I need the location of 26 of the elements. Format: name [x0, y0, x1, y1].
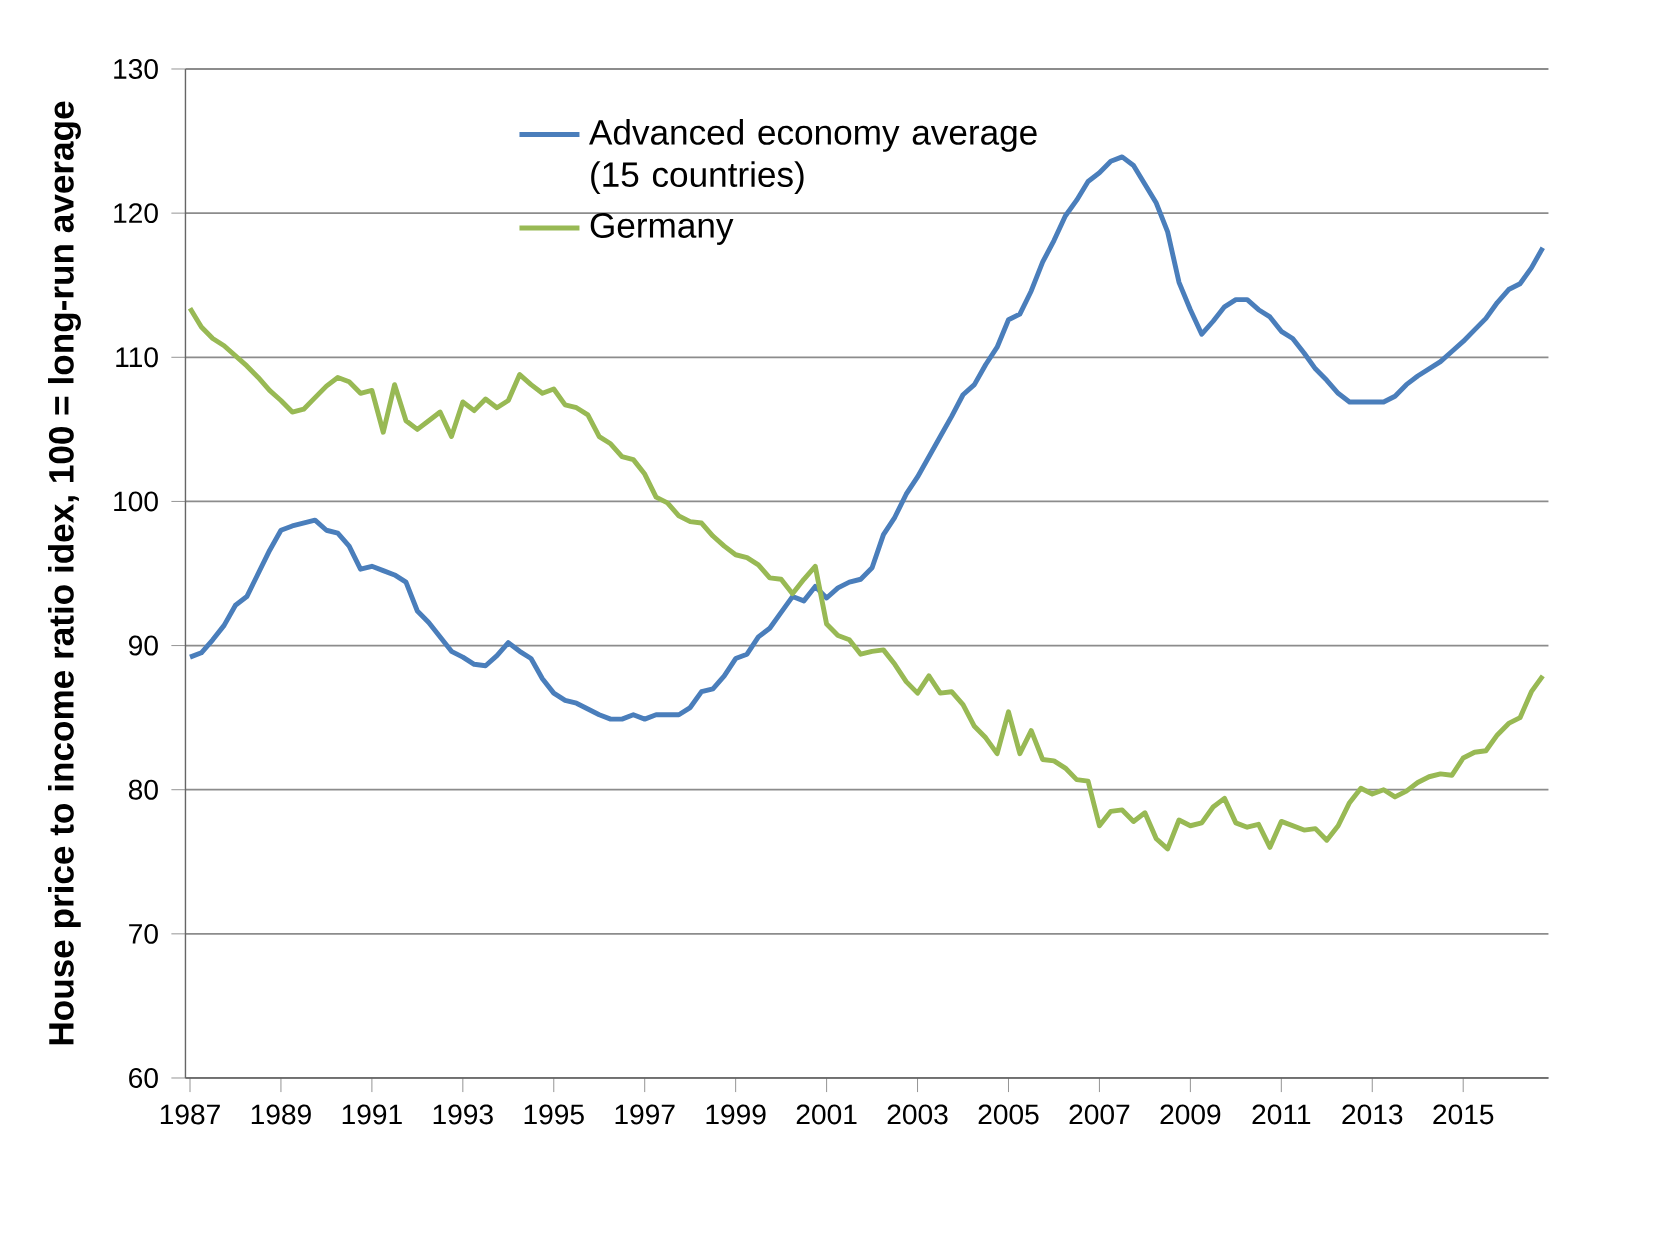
x-tick-label: 1989 — [251, 1104, 311, 1125]
x-tick-label: 1993 — [433, 1104, 493, 1125]
y-tick-label: 80 — [128, 779, 158, 800]
x-tick-label: 2013 — [1342, 1104, 1403, 1125]
x-tick-label: 2015 — [1433, 1104, 1494, 1125]
y-axis-title: House price to income ratio idex, 100 = long-run average — [48, 101, 81, 1045]
x-tick-label: 1991 — [342, 1104, 402, 1125]
x-tick-label: 1999 — [706, 1104, 766, 1125]
y-tick-label: 130 — [114, 59, 158, 79]
x-tick-label: 2005 — [978, 1104, 1039, 1125]
y-tick-label: 90 — [129, 635, 158, 656]
x-tick-label: 2001 — [796, 1104, 857, 1125]
x-tick-label: 2007 — [1069, 1104, 1130, 1125]
y-tick-label: 120 — [114, 203, 158, 224]
legend-label: Germany — [590, 213, 734, 245]
y-tick-label: 100 — [114, 491, 158, 512]
x-tick-label: 1997 — [615, 1104, 675, 1125]
x-tick-label: 2009 — [1160, 1104, 1221, 1125]
y-tick-label: 110 — [116, 347, 158, 368]
y-tick-label: 70 — [129, 923, 158, 944]
legend-label: Advanced economy average (15 countries) — [589, 119, 1037, 194]
x-tick-label: 2003 — [887, 1104, 948, 1125]
x-tick-label: 1995 — [524, 1104, 584, 1125]
x-tick-label: 2011 — [1252, 1104, 1311, 1125]
y-tick-label: 60 — [129, 1068, 158, 1088]
x-tick-label: 1987 — [160, 1104, 220, 1125]
